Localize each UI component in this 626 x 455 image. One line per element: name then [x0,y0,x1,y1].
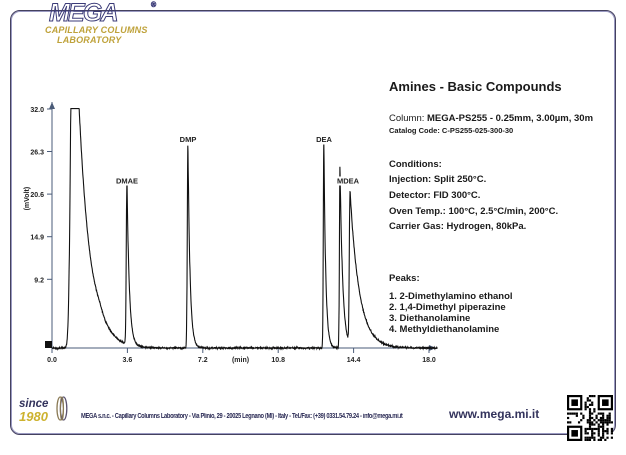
svg-text:DEA: DEA [316,135,332,144]
svg-text:26.3: 26.3 [30,150,44,157]
svg-text:MDEA: MDEA [337,176,360,185]
svg-text:9.2: 9.2 [34,277,44,284]
svg-text:32.0: 32.0 [30,107,44,114]
svg-text:1980: 1980 [19,409,49,424]
svg-text:DMAE: DMAE [116,176,138,185]
svg-text:7.2: 7.2 [198,357,208,364]
svg-text:0.0: 0.0 [47,357,57,364]
svg-text:CAPILLARY COLUMNS: CAPILLARY COLUMNS [45,25,148,35]
svg-text:MEGA: MEGA [49,0,118,27]
svg-text:20.6: 20.6 [30,192,44,199]
svg-text:3.6: 3.6 [123,357,133,364]
svg-text:DMP: DMP [180,135,197,144]
svg-text:14.9: 14.9 [30,235,44,242]
svg-text:LABORATORY: LABORATORY [57,35,122,45]
svg-text:®: ® [151,1,157,9]
svg-text:10.8: 10.8 [271,357,285,364]
svg-text:(min): (min) [232,357,249,364]
svg-text:(mVolt): (mVolt) [24,187,31,211]
svg-text:14.4: 14.4 [347,357,361,364]
